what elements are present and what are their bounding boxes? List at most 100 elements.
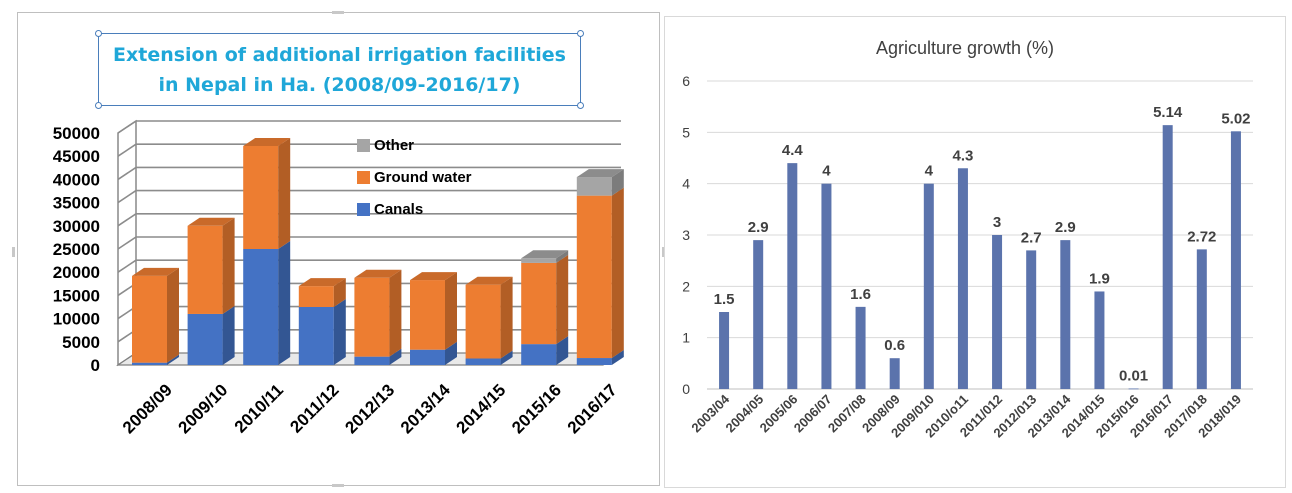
legend-swatch xyxy=(357,171,370,184)
bar xyxy=(1230,131,1241,389)
bar-segment-canals xyxy=(410,349,445,365)
bar-side xyxy=(611,350,624,365)
legend-swatch xyxy=(357,139,370,152)
bar-side xyxy=(611,169,624,196)
y-tick-label: 3 xyxy=(682,227,690,243)
irrigation-chart-title-box[interactable]: Extension of additional irrigation facil… xyxy=(95,30,584,109)
y-tick-label: 30000 xyxy=(53,217,100,236)
bar xyxy=(719,312,730,389)
bar-segment-ground-water xyxy=(243,145,279,249)
legend-label: Other xyxy=(374,137,414,154)
bar-side xyxy=(445,341,457,365)
bar xyxy=(923,183,934,389)
bar-segment-canals xyxy=(465,358,501,365)
bar xyxy=(1128,388,1139,390)
bar-top xyxy=(576,169,624,178)
bar-top xyxy=(465,276,513,285)
bar-side xyxy=(445,272,457,350)
bar-top xyxy=(410,272,457,281)
y-tick-label: 1 xyxy=(682,330,690,346)
y-tick-label: 5 xyxy=(682,124,690,140)
bar xyxy=(1162,125,1173,389)
bar-top xyxy=(132,267,179,276)
bar xyxy=(1094,291,1105,389)
bar xyxy=(1196,249,1207,389)
y-tick-label: 50000 xyxy=(53,124,100,143)
bar xyxy=(992,235,1003,389)
gridline xyxy=(117,236,621,250)
legend-label: Canals xyxy=(374,201,423,218)
bar-side xyxy=(611,187,624,359)
x-tick-label: 2008/09 xyxy=(119,380,176,437)
y-tick-label: 15000 xyxy=(53,286,100,305)
y-tick-label: 0 xyxy=(91,356,100,375)
bar xyxy=(787,163,798,389)
data-label: 1.9 xyxy=(1089,270,1110,287)
bar-segment-canals xyxy=(187,313,223,365)
chart-title: Agriculture growth (%) xyxy=(876,38,1054,58)
bar-side xyxy=(500,276,513,359)
legend-swatch xyxy=(357,203,370,216)
x-tick-label: 2009/10 xyxy=(175,380,232,437)
bar-segment-ground-water xyxy=(465,284,501,359)
y-tick-label: 5000 xyxy=(62,333,100,352)
y-tick-label: 35000 xyxy=(53,194,100,213)
bar-side xyxy=(167,267,179,363)
y-tick-label: 0 xyxy=(682,381,690,397)
data-label: 0.6 xyxy=(884,337,905,354)
data-label: 4 xyxy=(822,163,831,180)
gridline xyxy=(117,120,621,134)
agriculture-growth-chart-panel: Agriculture growth (%) 0 1 2 3 4 5 6 1.5 2003/04 2… xyxy=(664,16,1286,488)
bar-side xyxy=(333,278,346,307)
bar-top xyxy=(187,217,235,226)
bar-segment-canals xyxy=(243,249,279,365)
gridline xyxy=(117,213,621,227)
frame-resize-handle-left[interactable] xyxy=(12,247,15,257)
resize-handle-top-right[interactable] xyxy=(577,30,584,37)
gridline xyxy=(117,143,621,157)
bar-segment-canals xyxy=(576,358,612,365)
resize-handle-top-left[interactable] xyxy=(95,30,102,37)
bar-side xyxy=(333,299,346,365)
bar-side xyxy=(278,137,291,249)
bar-segment-ground-water xyxy=(410,280,445,350)
data-label: 5.02 xyxy=(1221,110,1250,127)
data-label: 5.14 xyxy=(1153,104,1183,121)
irrigation-chart-title: Extension of additional irrigation facil… xyxy=(113,43,566,96)
bar-segment-other xyxy=(521,258,557,263)
frame-resize-handle-right[interactable] xyxy=(662,247,665,257)
bar-side xyxy=(500,350,513,365)
y-tick-label: 4 xyxy=(682,176,690,192)
resize-handle-bottom-right[interactable] xyxy=(577,102,584,109)
frame-resize-handle-top[interactable] xyxy=(332,11,344,14)
bar-top xyxy=(298,278,346,287)
data-label: 3 xyxy=(993,214,1001,231)
bar-side xyxy=(556,254,569,345)
bar xyxy=(753,240,764,389)
legend-label: Ground water xyxy=(374,169,472,186)
bar-side xyxy=(222,305,235,365)
bar-segment-other xyxy=(576,177,612,196)
bar-segment-ground-water xyxy=(298,286,334,307)
bar-segment-canals xyxy=(298,307,334,365)
bar-side xyxy=(556,336,569,365)
irrigation-3d-stacked-bar-chart: 0 5000 10000 15000 20000 25000 30000 35000 40000… xyxy=(53,119,624,437)
data-label: 0.01 xyxy=(1119,367,1148,384)
y-tick-label: 45000 xyxy=(53,147,100,166)
x-tick-label: 2016/17 xyxy=(564,380,621,437)
bar-segment-ground-water xyxy=(132,275,167,363)
data-label: 1.6 xyxy=(850,286,871,303)
data-label: 4 xyxy=(925,163,934,180)
frame-resize-handle-bottom[interactable] xyxy=(332,484,344,487)
x-tick-label: 2012/13 xyxy=(341,380,398,437)
x-tick-label: 2014/15 xyxy=(453,380,510,437)
irrigation-chart-panel: Extension of additional irrigation facil… xyxy=(12,11,665,487)
bar-side xyxy=(278,241,291,365)
gridline xyxy=(117,189,621,204)
gridline xyxy=(117,166,621,181)
bar-side xyxy=(167,354,179,365)
bar-segment-canals xyxy=(132,362,167,365)
bar xyxy=(855,306,866,389)
resize-handle-bottom-left[interactable] xyxy=(95,102,102,109)
bar-segment-canals xyxy=(354,356,390,365)
